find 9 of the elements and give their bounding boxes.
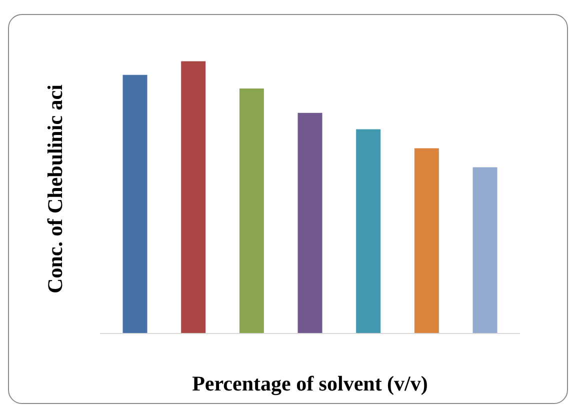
bar xyxy=(298,112,322,333)
bar xyxy=(414,148,439,333)
bar xyxy=(181,61,206,333)
bar xyxy=(472,167,498,333)
bar xyxy=(122,74,148,333)
bar xyxy=(356,129,381,333)
bar xyxy=(239,88,264,333)
x-axis-title: Percentage of solvent (v/v) xyxy=(192,372,428,396)
y-axis-title: Conc. of Chebulinic aci xyxy=(43,84,68,294)
